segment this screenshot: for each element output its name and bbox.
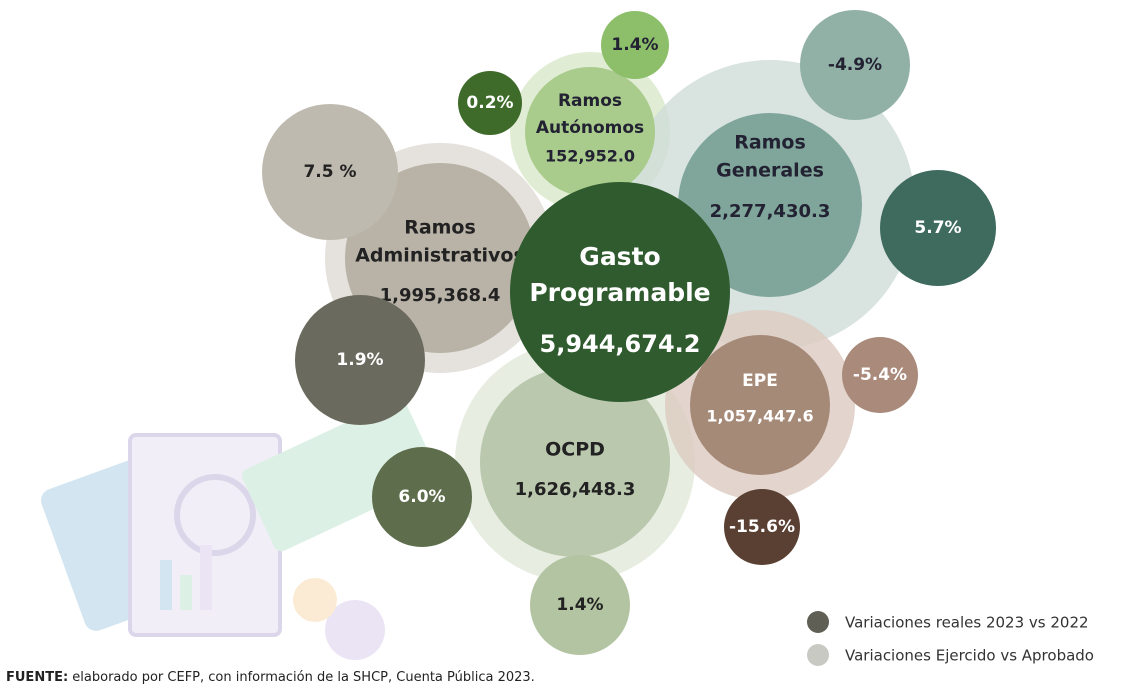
segment-name: Ramos [734, 132, 806, 154]
legend-label: Variaciones Ejercido vs Aprobado [845, 647, 1094, 665]
segment-name: OCPD [545, 439, 605, 461]
source-label: FUENTE: [6, 670, 68, 685]
variation-label: -5.4% [853, 365, 907, 385]
segment-bubble [480, 367, 670, 557]
variation-label: -15.6% [729, 517, 795, 537]
variation-label: 6.0% [398, 487, 445, 507]
segment-name: Generales [716, 160, 824, 182]
center-name: Programable [529, 278, 710, 307]
variation-bubble [530, 555, 630, 655]
segment-name: Ramos [558, 91, 622, 111]
variation-label: 0.2% [466, 93, 513, 113]
variation-bubble [295, 295, 425, 425]
source-note: FUENTE: elaborado por CEFP, con informac… [6, 670, 535, 685]
segment-bubble [678, 113, 862, 297]
segment-value: 2,277,430.3 [710, 201, 831, 222]
variation-bubble [724, 489, 800, 565]
segment-name: Autónomos [536, 118, 644, 138]
variation-bubble [601, 11, 669, 79]
center-value: 5,944,674.2 [540, 330, 701, 358]
decorative-illustration [41, 398, 438, 660]
variation-label: -4.9% [828, 55, 882, 75]
segment-value: 152,952.0 [545, 147, 635, 166]
legend-label: Variaciones reales 2023 vs 2022 [845, 614, 1089, 632]
variation-label: 7.5 % [303, 162, 356, 182]
bubbles: Ramos Autónomos 152,952.0 0.2% 1.4% Ramos Gene… [262, 10, 996, 655]
variation-label: 1.4% [556, 595, 603, 615]
source-text: elaborado por CEFP, con información de l… [68, 670, 535, 685]
variation-bubble [458, 71, 522, 135]
segment-name: Administrativos [355, 245, 525, 267]
segment-value: 1,995,368.4 [380, 285, 501, 306]
segment-bubble [525, 67, 655, 197]
center-name: Gasto [579, 242, 660, 271]
variation-bubble [262, 104, 398, 240]
center-bubble [510, 182, 730, 402]
segment-name: Ramos [404, 217, 476, 239]
segment-value: 1,057,447.6 [706, 407, 813, 426]
variation-label: 1.9% [336, 350, 383, 370]
variation-bubble [880, 170, 996, 286]
legend-swatch [807, 611, 829, 633]
segment-name: EPE [742, 371, 778, 391]
variation-label: 1.4% [611, 35, 658, 55]
segment-bubble [690, 335, 830, 475]
legend-swatch [807, 644, 829, 666]
variation-bubble [372, 447, 472, 547]
variation-bubble [800, 10, 910, 120]
variation-label: 5.7% [914, 218, 961, 238]
legend: Variaciones reales 2023 vs 2022 Variacio… [807, 611, 1094, 666]
segment-value: 1,626,448.3 [515, 479, 636, 500]
variation-bubble [842, 337, 918, 413]
